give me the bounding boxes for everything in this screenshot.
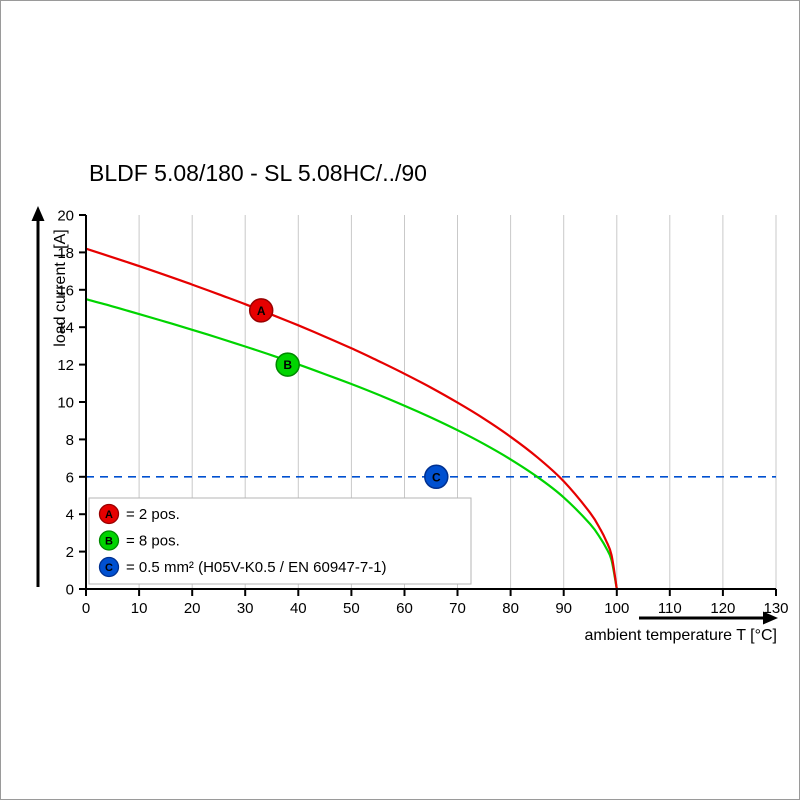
series-curves bbox=[85, 247, 776, 590]
x-tick-label: 50 bbox=[343, 600, 360, 617]
y-tick-label: 14 bbox=[57, 320, 74, 337]
legend-swatch-A bbox=[98, 503, 120, 525]
x-tick-label: 40 bbox=[290, 600, 307, 617]
y-tick-label: 16 bbox=[57, 282, 74, 299]
marker-C bbox=[424, 464, 449, 490]
x-tick-label: 100 bbox=[604, 600, 629, 617]
legend-letter-A: A bbox=[105, 509, 113, 521]
axis-ticks: 0 2 4 6 8 10 12 14 16 18 20 0 10 20 30 40 50 60 70 80 90 100 1… bbox=[57, 208, 788, 618]
marker-letter-C: C bbox=[432, 470, 441, 484]
legend: A = 2 pos. B = 8 pos. C = 0.5 mm² (H05V-K0.5 … bbox=[88, 497, 472, 585]
x-tick-label: 20 bbox=[184, 600, 201, 617]
x-axis-label: ambient temperature T [°C] bbox=[584, 627, 777, 644]
x-tick-label: 80 bbox=[502, 600, 519, 617]
x-tick-label: 90 bbox=[555, 600, 572, 617]
legend-box bbox=[88, 497, 472, 585]
y-tick-label: 2 bbox=[66, 544, 74, 561]
x-tick-label: 110 bbox=[658, 600, 682, 617]
y-tick-label: 4 bbox=[66, 507, 74, 524]
legend-label-B: = 8 pos. bbox=[126, 533, 180, 550]
marker-letter-A: A bbox=[257, 304, 266, 318]
x-axis-arrow bbox=[639, 611, 778, 625]
legend-letter-C: C bbox=[105, 562, 113, 574]
legend-swatch-B bbox=[98, 530, 120, 551]
x-tick-label: 70 bbox=[449, 600, 466, 617]
legend-label-A: = 2 pos. bbox=[126, 506, 180, 523]
x-tick-label: 120 bbox=[710, 600, 735, 617]
curve-markers: C B A bbox=[248, 298, 449, 490]
y-tick-label: 10 bbox=[57, 395, 74, 412]
marker-B bbox=[275, 352, 300, 377]
gridlines bbox=[138, 215, 777, 589]
x-tick-label: 60 bbox=[396, 600, 413, 617]
x-tick-label: 0 bbox=[82, 600, 90, 617]
marker-letter-B: B bbox=[283, 358, 292, 372]
curve-B bbox=[85, 298, 618, 590]
y-tick-label: 18 bbox=[57, 245, 74, 262]
x-tick-label: 130 bbox=[763, 600, 788, 617]
curve-A bbox=[85, 247, 618, 590]
y-axis-arrow bbox=[31, 206, 45, 587]
x-tick-label: 30 bbox=[237, 600, 254, 617]
y-tick-label: 20 bbox=[57, 208, 74, 225]
y-axis-label: load current I [A] bbox=[52, 229, 69, 346]
y-tick-label: 6 bbox=[66, 469, 74, 486]
legend-label-C: = 0.5 mm² (H05V-K0.5 / EN 60947-7-1) bbox=[126, 559, 387, 576]
legend-letter-B: B bbox=[105, 536, 113, 548]
y-tick-label: 12 bbox=[57, 357, 74, 374]
chart-title: BLDF 5.08/180 - SL 5.08HC/../90 bbox=[89, 160, 427, 186]
marker-A bbox=[248, 298, 274, 323]
y-tick-label: 8 bbox=[66, 432, 74, 449]
legend-swatch-C bbox=[98, 556, 120, 578]
x-tick-label: 10 bbox=[131, 600, 148, 617]
y-tick-label: 0 bbox=[66, 582, 74, 599]
